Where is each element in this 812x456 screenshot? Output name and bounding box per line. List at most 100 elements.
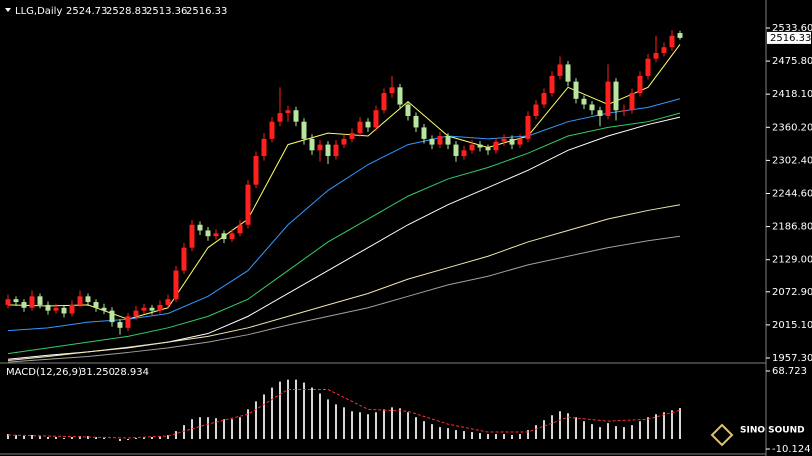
candle-body (61, 307, 67, 314)
candle-body (253, 156, 259, 185)
macd-title: MACD(12,26,9) (6, 367, 82, 378)
candle-body (429, 138, 435, 145)
candle-body (261, 138, 267, 157)
y-tick-label: 2360.20 (772, 122, 812, 133)
candle-body (157, 304, 163, 311)
candle-body (309, 138, 315, 151)
candle-body (189, 224, 195, 248)
candle-body (125, 316, 131, 328)
y-tick-label: 2533.60 (772, 23, 812, 34)
candle-body (365, 121, 371, 128)
candle-body (141, 307, 147, 311)
candle-body (389, 87, 395, 94)
candle-body (221, 233, 227, 240)
candle-body (173, 270, 179, 300)
candle-body (405, 104, 411, 116)
macd-signal (7, 389, 681, 439)
candle-body (277, 113, 283, 122)
candle-body (133, 310, 139, 317)
y-tick-label: 2475.80 (772, 56, 812, 67)
moving-average (7, 235, 681, 363)
macd-y-tick-label: -10.124 (772, 444, 811, 455)
candle-body (549, 75, 555, 94)
candle-body (69, 304, 75, 314)
moving-average (7, 204, 681, 361)
candle-body (541, 93, 547, 105)
candle-body (165, 299, 171, 305)
candle-body (509, 138, 515, 145)
candle-body (301, 121, 307, 139)
y-tick-label: 1957.30 (772, 353, 812, 364)
macd-value: 31.250 (80, 367, 115, 378)
candle-body (573, 81, 579, 99)
candle-body (77, 296, 83, 305)
logo-diamond (710, 423, 734, 447)
candle-body (85, 296, 91, 303)
ohlc-close: 2516.33 (186, 6, 227, 17)
candle-body (629, 93, 635, 111)
candle-body (317, 144, 323, 151)
candle-body (501, 138, 507, 142)
candle-body (669, 35, 675, 48)
candle-body (341, 138, 347, 145)
candle-body (293, 110, 299, 122)
candle-body (445, 136, 451, 145)
candle-body (637, 75, 643, 94)
candle-body (533, 104, 539, 116)
price-tag (767, 31, 811, 44)
candle-body (349, 133, 355, 139)
candle-body (269, 121, 275, 139)
macd-signal-value: 28.934 (114, 367, 149, 378)
candle-body (493, 141, 499, 151)
watermark-logo: SINO SOUND (710, 423, 805, 447)
candle-body (357, 121, 363, 134)
candle-body (37, 296, 43, 305)
candle-body (21, 302, 27, 308)
candle-body (109, 310, 115, 323)
candle-body (45, 304, 51, 311)
watermark: SINO SOUND (740, 426, 805, 436)
candle-body (101, 307, 107, 311)
candle-body (413, 115, 419, 128)
candle-body (29, 296, 35, 308)
y-tick-label: 2302.40 (772, 155, 812, 166)
candle-body (237, 224, 243, 234)
candle-body (333, 144, 339, 157)
moving-average (7, 112, 681, 355)
candle-body (653, 52, 659, 59)
candle-body (565, 64, 571, 82)
candle-body (285, 110, 291, 114)
ohlc-high: 2528.83 (106, 6, 147, 17)
candle-body (605, 81, 611, 116)
candle-body (53, 307, 59, 311)
y-tick-label: 2072.90 (772, 287, 812, 298)
candle-body (453, 144, 459, 157)
candle-body (397, 87, 403, 105)
candle-body (205, 230, 211, 237)
candle-body (597, 110, 603, 116)
candle-body (421, 127, 427, 139)
y-tick-label: 2186.80 (772, 222, 812, 233)
candle-body (557, 64, 563, 76)
y-tick-label: 2129.00 (772, 255, 812, 266)
ohlc-low: 2513.36 (146, 6, 187, 17)
candle-body (373, 110, 379, 128)
moving-average (7, 98, 681, 332)
candle-body (661, 47, 667, 53)
symbol: LLG,Daily (15, 6, 62, 17)
candle-body (437, 136, 443, 145)
candle-body (213, 233, 219, 237)
candle-body (621, 110, 627, 112)
candle-body (525, 115, 531, 139)
y-tick-label: 2244.60 (772, 188, 812, 199)
candle-body (93, 302, 99, 308)
price-tag-label: 2516.33 (770, 33, 811, 44)
candle-body (245, 184, 251, 225)
candle-body (461, 150, 467, 157)
candle-body (485, 147, 491, 151)
candle-body (613, 81, 619, 111)
candle-body (229, 233, 235, 240)
menu-arrow (5, 8, 11, 12)
candle-body (117, 322, 123, 328)
